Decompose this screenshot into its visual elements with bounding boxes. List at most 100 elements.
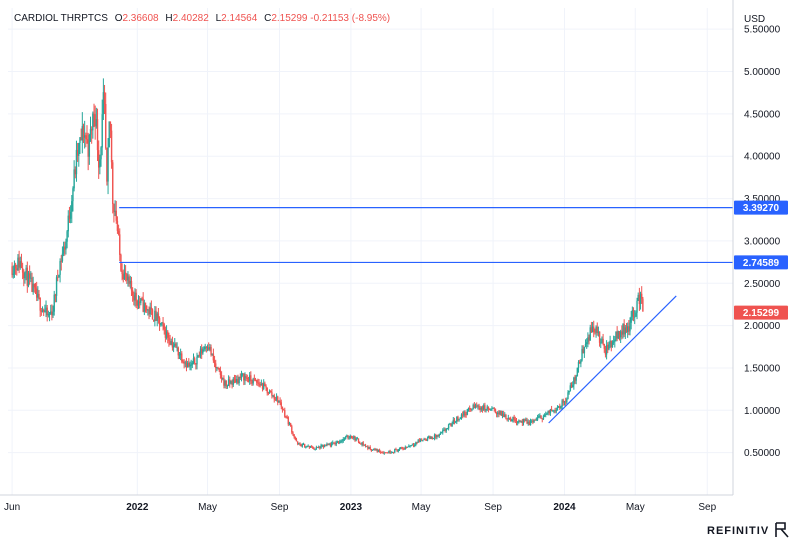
candle-body (411, 444, 414, 446)
x-tick-label: Sep (271, 502, 289, 513)
candle-body (583, 346, 586, 354)
candle-body (200, 348, 203, 354)
candle-body (126, 274, 128, 281)
candle-body (162, 322, 164, 325)
candle-body (284, 410, 286, 417)
candle-body (272, 395, 274, 397)
candle-body (129, 280, 131, 284)
candle-body (413, 444, 416, 446)
candle-body (485, 409, 487, 411)
candle-body (568, 390, 570, 393)
candle-body (223, 378, 225, 386)
candle-body (636, 300, 638, 313)
candle-body (296, 441, 299, 444)
candle-body (134, 292, 136, 301)
candle-body (143, 302, 146, 312)
candle-body (432, 438, 435, 439)
candle-body (356, 438, 359, 440)
candle-body (72, 188, 74, 202)
candle-body (267, 392, 270, 394)
candle-body (373, 448, 375, 450)
candle-body (219, 370, 222, 375)
candle-body (247, 378, 250, 382)
candle-body (452, 419, 454, 424)
candle-body (538, 416, 540, 418)
candle-body (554, 410, 556, 412)
candle-body (308, 445, 311, 448)
candle-body (68, 215, 71, 219)
candle-body (73, 169, 75, 189)
candle-body (473, 404, 476, 409)
candle-body (410, 445, 412, 446)
candle-body (394, 449, 396, 453)
candle-body (502, 413, 505, 417)
candle-body (90, 128, 93, 131)
candle-body (595, 326, 597, 333)
candle-body (103, 92, 106, 105)
candle-body (451, 423, 453, 427)
candle-body (288, 423, 291, 425)
candle-body (626, 326, 629, 333)
candle-body (545, 414, 547, 416)
candle-body (202, 349, 204, 354)
candle-body (86, 139, 88, 140)
candle-body (327, 443, 329, 445)
candle-body (204, 347, 206, 349)
candle-body (557, 406, 560, 408)
candle-body (156, 313, 158, 321)
candle-body (186, 362, 189, 368)
candle-body (527, 421, 529, 424)
last-price-text: 2.15299 (743, 308, 780, 319)
candle-body (67, 215, 69, 232)
candle-body (206, 347, 209, 349)
candle-body (630, 316, 632, 323)
candle-body (110, 130, 113, 163)
price-label-text: 3.39270 (743, 203, 780, 214)
candle-body (222, 378, 224, 380)
candle-body (109, 121, 112, 131)
candle-body (273, 395, 275, 400)
candle-body (332, 442, 334, 444)
candle-body (562, 400, 565, 403)
candle-body (46, 307, 48, 316)
candle-body (191, 362, 194, 365)
open-value: 2.36608 (122, 13, 159, 24)
candle-body (255, 379, 258, 383)
candle-body (71, 201, 73, 212)
candle-body (472, 404, 474, 409)
candle-body (18, 257, 20, 268)
candle-body (424, 439, 426, 440)
candle-body (388, 450, 390, 454)
y-tick-label: 2.50000 (744, 279, 781, 290)
candle-body (429, 436, 431, 439)
candle-body (299, 443, 301, 445)
candle-body (484, 405, 486, 411)
candle-body (622, 324, 624, 335)
candle-body (347, 435, 349, 439)
candle-body (431, 436, 433, 439)
candle-body (171, 341, 174, 348)
candle-body (535, 419, 538, 421)
candle-body (522, 419, 525, 424)
candle-body (107, 147, 109, 182)
candle-body (151, 309, 154, 320)
candle-body (350, 436, 353, 438)
candle-body (106, 147, 108, 182)
candle-body (198, 355, 201, 357)
candle-body (19, 261, 21, 268)
candle-body (65, 241, 67, 250)
x-tick-label: 2024 (553, 502, 576, 513)
candle-body (185, 362, 188, 368)
candle-body (493, 407, 495, 409)
candle-body (192, 358, 195, 363)
candle-body (277, 396, 279, 403)
candle-body (239, 376, 242, 379)
x-tick-label: Sep (484, 502, 502, 513)
candle-body (543, 414, 546, 417)
candle-body (488, 409, 491, 410)
candle-body (87, 139, 89, 157)
candle-body (587, 337, 589, 343)
candle-body (325, 445, 327, 447)
candle-body (534, 419, 536, 421)
